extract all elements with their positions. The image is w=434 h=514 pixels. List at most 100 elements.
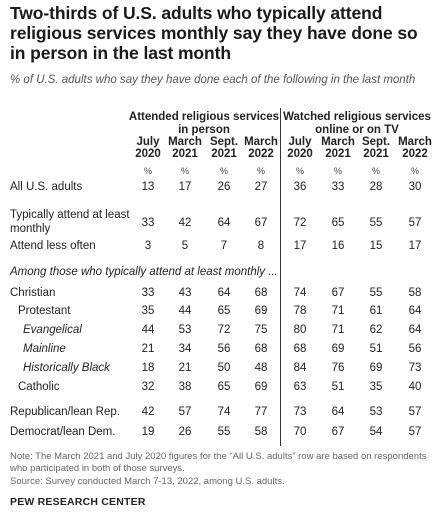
table-cell: 57 [408,426,422,438]
group-divider [280,108,281,446]
row-label: All U.S. adults [10,181,83,193]
table-cell: 57 [178,406,192,418]
table-cell: 73 [408,362,422,374]
table-cell: 5 [181,240,189,252]
column-header-month: March [168,136,202,148]
row-label: Catholic [18,381,60,393]
column-header-month: March [244,136,278,148]
table-cell: 84 [293,362,307,374]
table-cell: 40 [408,381,422,393]
table-cell: 28 [369,181,383,193]
table-cell: 75 [254,324,268,336]
row-label: Democrat/lean Dem. [10,426,116,438]
percent-marker: % [180,166,189,176]
column-header-year: 2022 [248,148,274,160]
column-header: March 2022 [395,136,434,160]
table-cell: 67 [331,426,345,438]
column-header-year: 2021 [211,148,237,160]
row-label: Typically attend at least monthly [10,209,130,235]
table-cell: 78 [293,305,307,317]
row-label: Historically Black [23,362,110,374]
table-cell: 16 [331,240,345,252]
table-cell: 55 [217,426,231,438]
table-cell: 74 [293,287,307,299]
table-cell: 53 [178,324,192,336]
column-header-month: Sept. [209,136,239,148]
table-cell: 38 [178,381,192,393]
table-cell: 73 [293,406,307,418]
column-header: March 2021 [318,136,358,160]
table-cell: 35 [369,381,383,393]
table-cell: 55 [369,217,383,229]
group-header-in-person: Attended religious services in person [128,111,280,136]
column-header: Sept. 2021 [204,136,244,160]
table-cell: 72 [217,324,231,336]
column-header-month: July [288,136,312,148]
table-cell: 50 [217,362,231,374]
row-label: Evangelical [23,324,82,336]
table-cell: 51 [369,343,383,355]
percent-marker: % [295,166,304,176]
table-cell: 71 [331,324,345,336]
table-cell: 33 [331,181,345,193]
table-cell: 58 [408,287,422,299]
table-cell: 70 [293,426,307,438]
table-cell: 13 [141,181,155,193]
table-cell: 21 [178,362,192,374]
column-header-year: 2022 [402,148,428,160]
table-cell: 19 [141,426,155,438]
table-cell: 55 [369,287,383,299]
table-cell: 63 [293,381,307,393]
table-cell: 69 [369,362,383,374]
table-cell: 7 [220,240,228,252]
column-header: July 2020 [128,136,168,160]
table-cell: 68 [254,287,268,299]
table-cell: 3 [144,240,152,252]
table-cell: 33 [141,287,155,299]
table-cell: 76 [331,362,345,374]
table-cell: 34 [178,343,192,355]
column-header-month: March [321,136,355,148]
column-header-year: 2020 [287,148,313,160]
table-cell: 54 [369,426,383,438]
table-cell: 56 [408,343,422,355]
section-label: Among those who typically attend at leas… [10,266,278,278]
table-cell: 26 [217,181,231,193]
table-cell: 15 [369,240,383,252]
table-cell: 43 [178,287,192,299]
table-cell: 17 [178,181,192,193]
table-cell: 65 [331,217,345,229]
table-cell: 67 [331,287,345,299]
percent-marker: % [256,166,265,176]
table-cell: 21 [141,343,155,355]
table-cell: 30 [408,181,422,193]
row-label: Christian [10,287,56,299]
percent-marker: % [333,166,342,176]
column-header: July 2020 [280,136,320,160]
table-cell: 77 [254,406,268,418]
table-cell: 65 [217,381,231,393]
table-cell: 69 [254,381,268,393]
table-cell: 17 [293,240,307,252]
percent-marker: % [219,166,228,176]
brand-logo-text: PEW RESEARCH CENTER [10,496,146,508]
row-label: Mainline [23,343,66,355]
percent-marker: % [143,166,152,176]
percent-marker: % [371,166,380,176]
table-cell: 33 [141,217,155,229]
column-header-month: July [136,136,160,148]
chart-source: Source: Survey conducted March 7-13, 202… [10,476,285,487]
table-cell: 42 [178,217,192,229]
table-cell: 68 [254,343,268,355]
table-cell: 61 [369,305,383,317]
column-header-year: 2021 [363,148,389,160]
table-cell: 57 [408,406,422,418]
table-cell: 64 [408,305,422,317]
table-cell: 32 [141,381,155,393]
column-header-year: 2020 [135,148,161,160]
chart-title: Two-thirds of U.S. adults who typically … [10,3,418,63]
table-cell: 27 [254,181,268,193]
table-cell: 64 [217,217,231,229]
chart-note: Note: The March 2021 and July 2020 figur… [10,451,427,474]
row-label: Republican/lean Rep. [10,406,120,418]
